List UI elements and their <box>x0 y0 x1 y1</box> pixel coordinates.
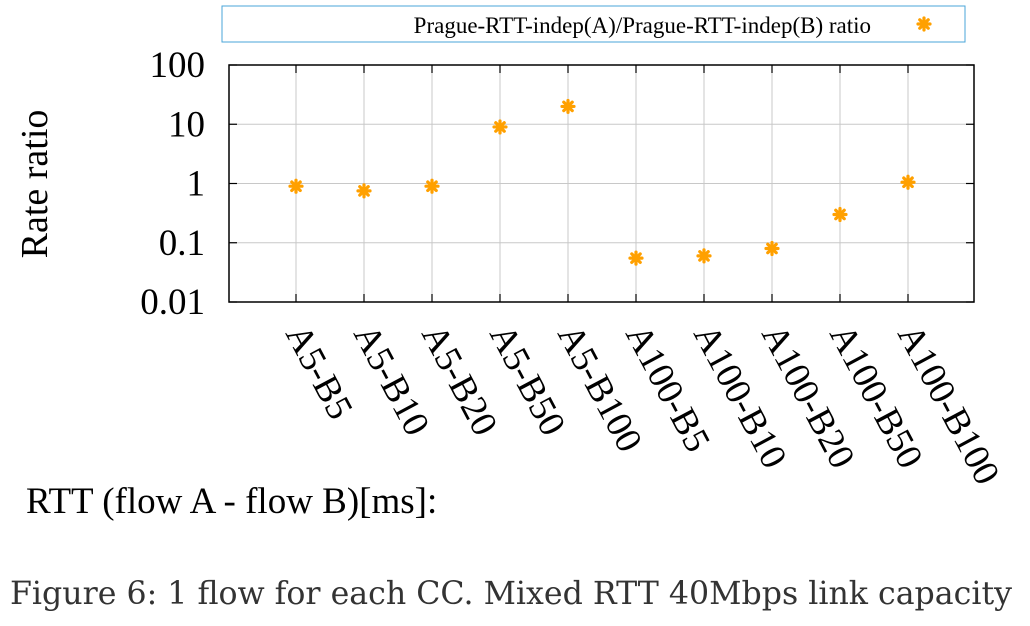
data-point <box>492 119 508 135</box>
y-tick-label: 100 <box>150 45 206 86</box>
data-point <box>696 248 712 264</box>
legend-marker <box>916 16 932 32</box>
data-point <box>832 206 848 223</box>
y-ticks: 100 10 1 0.1 0.01 <box>140 45 974 323</box>
legend-marker-symbol <box>916 16 932 32</box>
y-tick-label: 0.01 <box>140 282 205 323</box>
data-point <box>764 240 780 257</box>
y-tick-label: 10 <box>168 104 205 145</box>
data-point <box>424 178 440 194</box>
data-point <box>900 174 916 190</box>
grid <box>229 65 974 302</box>
data-point <box>560 98 576 115</box>
legend-label: Prague-RTT-indep(A)/Prague-RTT-indep(B) … <box>414 13 871 38</box>
y-axis-label: Rate ratio <box>14 110 56 259</box>
x-axis-label: RTT (flow A - flow B)[ms]: <box>26 481 437 522</box>
x-ticks: A5-B5A5-B10A5-B20A5-B50A5-B100A100-B5A10… <box>277 65 1007 492</box>
data-point <box>288 178 304 194</box>
x-tick-label: A5-B5 <box>277 318 360 426</box>
figure-caption: Figure 6: 1 flow for each CC. Mixed RTT … <box>10 574 1012 612</box>
legend: Prague-RTT-indep(A)/Prague-RTT-indep(B) … <box>221 5 966 43</box>
data-point <box>356 183 372 199</box>
data-points <box>288 98 916 266</box>
data-point <box>628 250 644 266</box>
y-tick-label: 1 <box>187 164 206 205</box>
y-tick-label: 0.1 <box>159 223 205 264</box>
legend-box <box>221 5 966 43</box>
